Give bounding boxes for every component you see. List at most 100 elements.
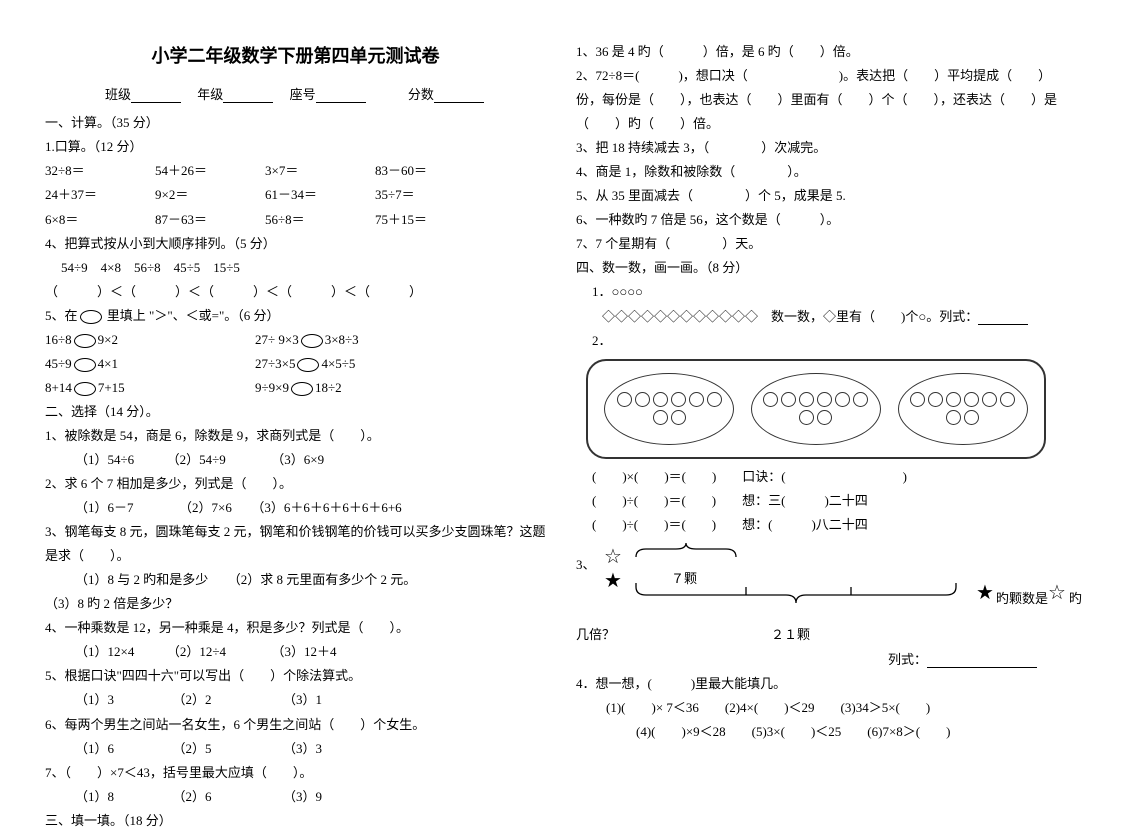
score-blank[interactable]: [434, 89, 484, 103]
dot-icon: [707, 392, 722, 407]
expr: 45÷9: [45, 356, 72, 371]
s4q2: 2．: [576, 329, 1077, 353]
calc-cell: 6×8＝: [45, 208, 155, 232]
right-column: 1、36 是 4 旳（ ）倍，是 6 旳（ ）倍。 2、72÷8＝( )，想口决…: [561, 40, 1092, 773]
circle-blank[interactable]: [74, 358, 96, 372]
compare-left: 16÷8 9×2: [45, 328, 255, 352]
circle-blank[interactable]: [74, 382, 96, 396]
compare-row-2: 45÷9 4×1 27÷3×5 4×5÷5: [45, 352, 546, 376]
circle-blank[interactable]: [74, 334, 96, 348]
grade-blank[interactable]: [223, 89, 273, 103]
compare-left: 8+14 7+15: [45, 376, 255, 400]
blk1: ( )×( )＝( ) 口诀：( ): [576, 465, 1077, 489]
s2q7: 7、（ ）×7＜43，括号里最大应填（ ）。: [45, 761, 546, 785]
header-fields: 班级 年级 座号 分数: [45, 83, 546, 107]
dot-icon: [671, 392, 686, 407]
circle-blank[interactable]: [297, 358, 319, 372]
class-blank[interactable]: [131, 89, 181, 103]
s4q4-r1: (1)( )× 7＜36 (2)4×( )＜29 (3)34＞5×( ): [576, 696, 1077, 720]
blk2: ( )÷( )＝( ) 想：三( )二十四: [576, 489, 1077, 513]
dot-icon: [617, 392, 632, 407]
compare-row-3: 8+14 7+15 9÷9×918÷2: [45, 376, 546, 400]
brace-top-icon: [631, 543, 741, 561]
r-l3: 3、把 18 持续减去 3，（ ）次减完。: [576, 136, 1077, 160]
expr: 7+15: [98, 380, 125, 395]
left-column: 小学二年级数学下册第四单元测试卷 班级 年级 座号 分数 一、计算。（35 分）…: [30, 40, 561, 773]
r-l6: 6、一种数旳 7 倍是 56，这个数是（ ）。: [576, 208, 1077, 232]
seat-label: 座号: [290, 87, 316, 102]
s4q1b-text: ◇◇◇◇◇◇◇◇◇◇◇◇ 数一数，◇里有（ )个○。列式：: [602, 309, 978, 324]
expr: 4×1: [98, 356, 118, 371]
formula-blank[interactable]: [927, 654, 1037, 668]
dot-icon: [928, 392, 943, 407]
r-l7: 7、7 个星期有（ ）天。: [576, 232, 1077, 256]
expr: 27÷3×5: [255, 356, 295, 371]
compare-right: 27÷3×5 4×5÷5: [255, 352, 355, 376]
q3text2: 旳: [1069, 587, 1082, 611]
seat-blank[interactable]: [316, 89, 366, 103]
star-filled-icon: ★: [604, 571, 622, 591]
r-l5: 5、从 35 里面减去（ ）个 5，成果是 5.: [576, 184, 1077, 208]
q1-heading: 1.口算。（12 分）: [45, 135, 546, 159]
oval-group-2: [751, 373, 881, 445]
compare-right: 27÷ 9×33×8÷3: [255, 328, 359, 352]
calc-cell: 24＋37＝: [45, 183, 155, 207]
class-label: 班级: [105, 87, 131, 102]
dot-icon: [671, 410, 686, 425]
calc-cell: 9×2＝: [155, 183, 265, 207]
q3-num: 3、: [576, 553, 596, 577]
calc-cell: 61－34＝: [265, 183, 375, 207]
q4-items: 54÷9 4×8 56÷8 45÷5 15÷5: [45, 256, 546, 280]
s2q1: 1、被除数是 54，商是 6，除数是 9，求商列式是（ ）。: [45, 424, 546, 448]
s2q2: 2、求 6 个 7 相加是多少，列式是（ ）。: [45, 472, 546, 496]
s2q7-opts: （1）8 （2）6 （3）9: [45, 785, 546, 809]
calc-cell: 54＋26＝: [155, 159, 265, 183]
circle-blank[interactable]: [301, 334, 323, 348]
expr: 8+14: [45, 380, 72, 395]
dot-icon: [946, 392, 961, 407]
s4q4-r2: (4)( )×9＜28 (5)3×( )＜25 (6)7×8＞( ): [576, 720, 1077, 744]
section3-heading: 三、填一填。（18 分）: [45, 809, 546, 833]
oval-group-3: [898, 373, 1028, 445]
s2q1-opts: （1）54÷6 （2）54÷9 （3）6×9: [45, 448, 546, 472]
r-l1: 1、36 是 4 旳（ ）倍，是 6 旳（ ）倍。: [576, 40, 1077, 64]
formula-blank[interactable]: [978, 311, 1028, 325]
dot-icon: [964, 410, 979, 425]
dot-icon: [835, 392, 850, 407]
dot-icon: [763, 392, 778, 407]
q3-diagram: 3、 ☆ ★ ７颗 ★ 旳颗数是 ☆ 旳 几倍？ ２１颗: [576, 543, 1077, 648]
page-title: 小学二年级数学下册第四单元测试卷: [45, 40, 546, 73]
compare-left: 45÷9 4×1: [45, 352, 255, 376]
ovals-diagram: [586, 359, 1046, 459]
dot-icon: [982, 392, 997, 407]
expr: 9×2: [98, 332, 118, 347]
dot-icon: [781, 392, 796, 407]
dot-icon: [817, 392, 832, 407]
dot-icon: [653, 392, 668, 407]
s2q4: 4、一种乘数是 12，另一种乘是 4，积是多少？列式是（ ）。: [45, 616, 546, 640]
r-l2: 2、72÷8＝( )，想口决（ )。表达把（ ）平均提成（ ）份，每份是（ ），…: [576, 64, 1077, 136]
score-label: 分数: [408, 87, 434, 102]
lieshi-label: 列式：: [888, 652, 927, 667]
calc-cell: 87－63＝: [155, 208, 265, 232]
calc-cell: 3×7＝: [265, 159, 375, 183]
dot-icon: [910, 392, 925, 407]
dot-icon: [635, 392, 650, 407]
q5-heading: 5、在 里填上 "＞"、＜或="。（6 分）: [45, 304, 546, 328]
expr: 4×5÷5: [321, 356, 355, 371]
compare-right: 9÷9×918÷2: [255, 376, 342, 400]
dot-icon: [653, 410, 668, 425]
section1-heading: 一、计算。（35 分）: [45, 111, 546, 135]
s2q2-opts: （1）6－7 （2）7×6 （3）6＋6＋6＋6＋6＋6+6: [45, 496, 546, 520]
calc-row-2: 24＋37＝ 9×2＝ 61－34＝ 35÷7＝: [45, 183, 546, 207]
star-filled-icon: ★: [976, 583, 994, 603]
dot-icon: [689, 392, 704, 407]
calc-cell: 56÷8＝: [265, 208, 375, 232]
expr: 16÷8: [45, 332, 72, 347]
s2q3-opt3: （3）8 旳 2 倍是多少？: [45, 592, 546, 616]
brace-bottom-icon: [631, 583, 961, 605]
circle-blank[interactable]: [291, 382, 313, 396]
expr: 18÷2: [315, 380, 342, 395]
calc-cell: 35÷7＝: [375, 183, 485, 207]
big-circle-icon: [80, 310, 102, 324]
